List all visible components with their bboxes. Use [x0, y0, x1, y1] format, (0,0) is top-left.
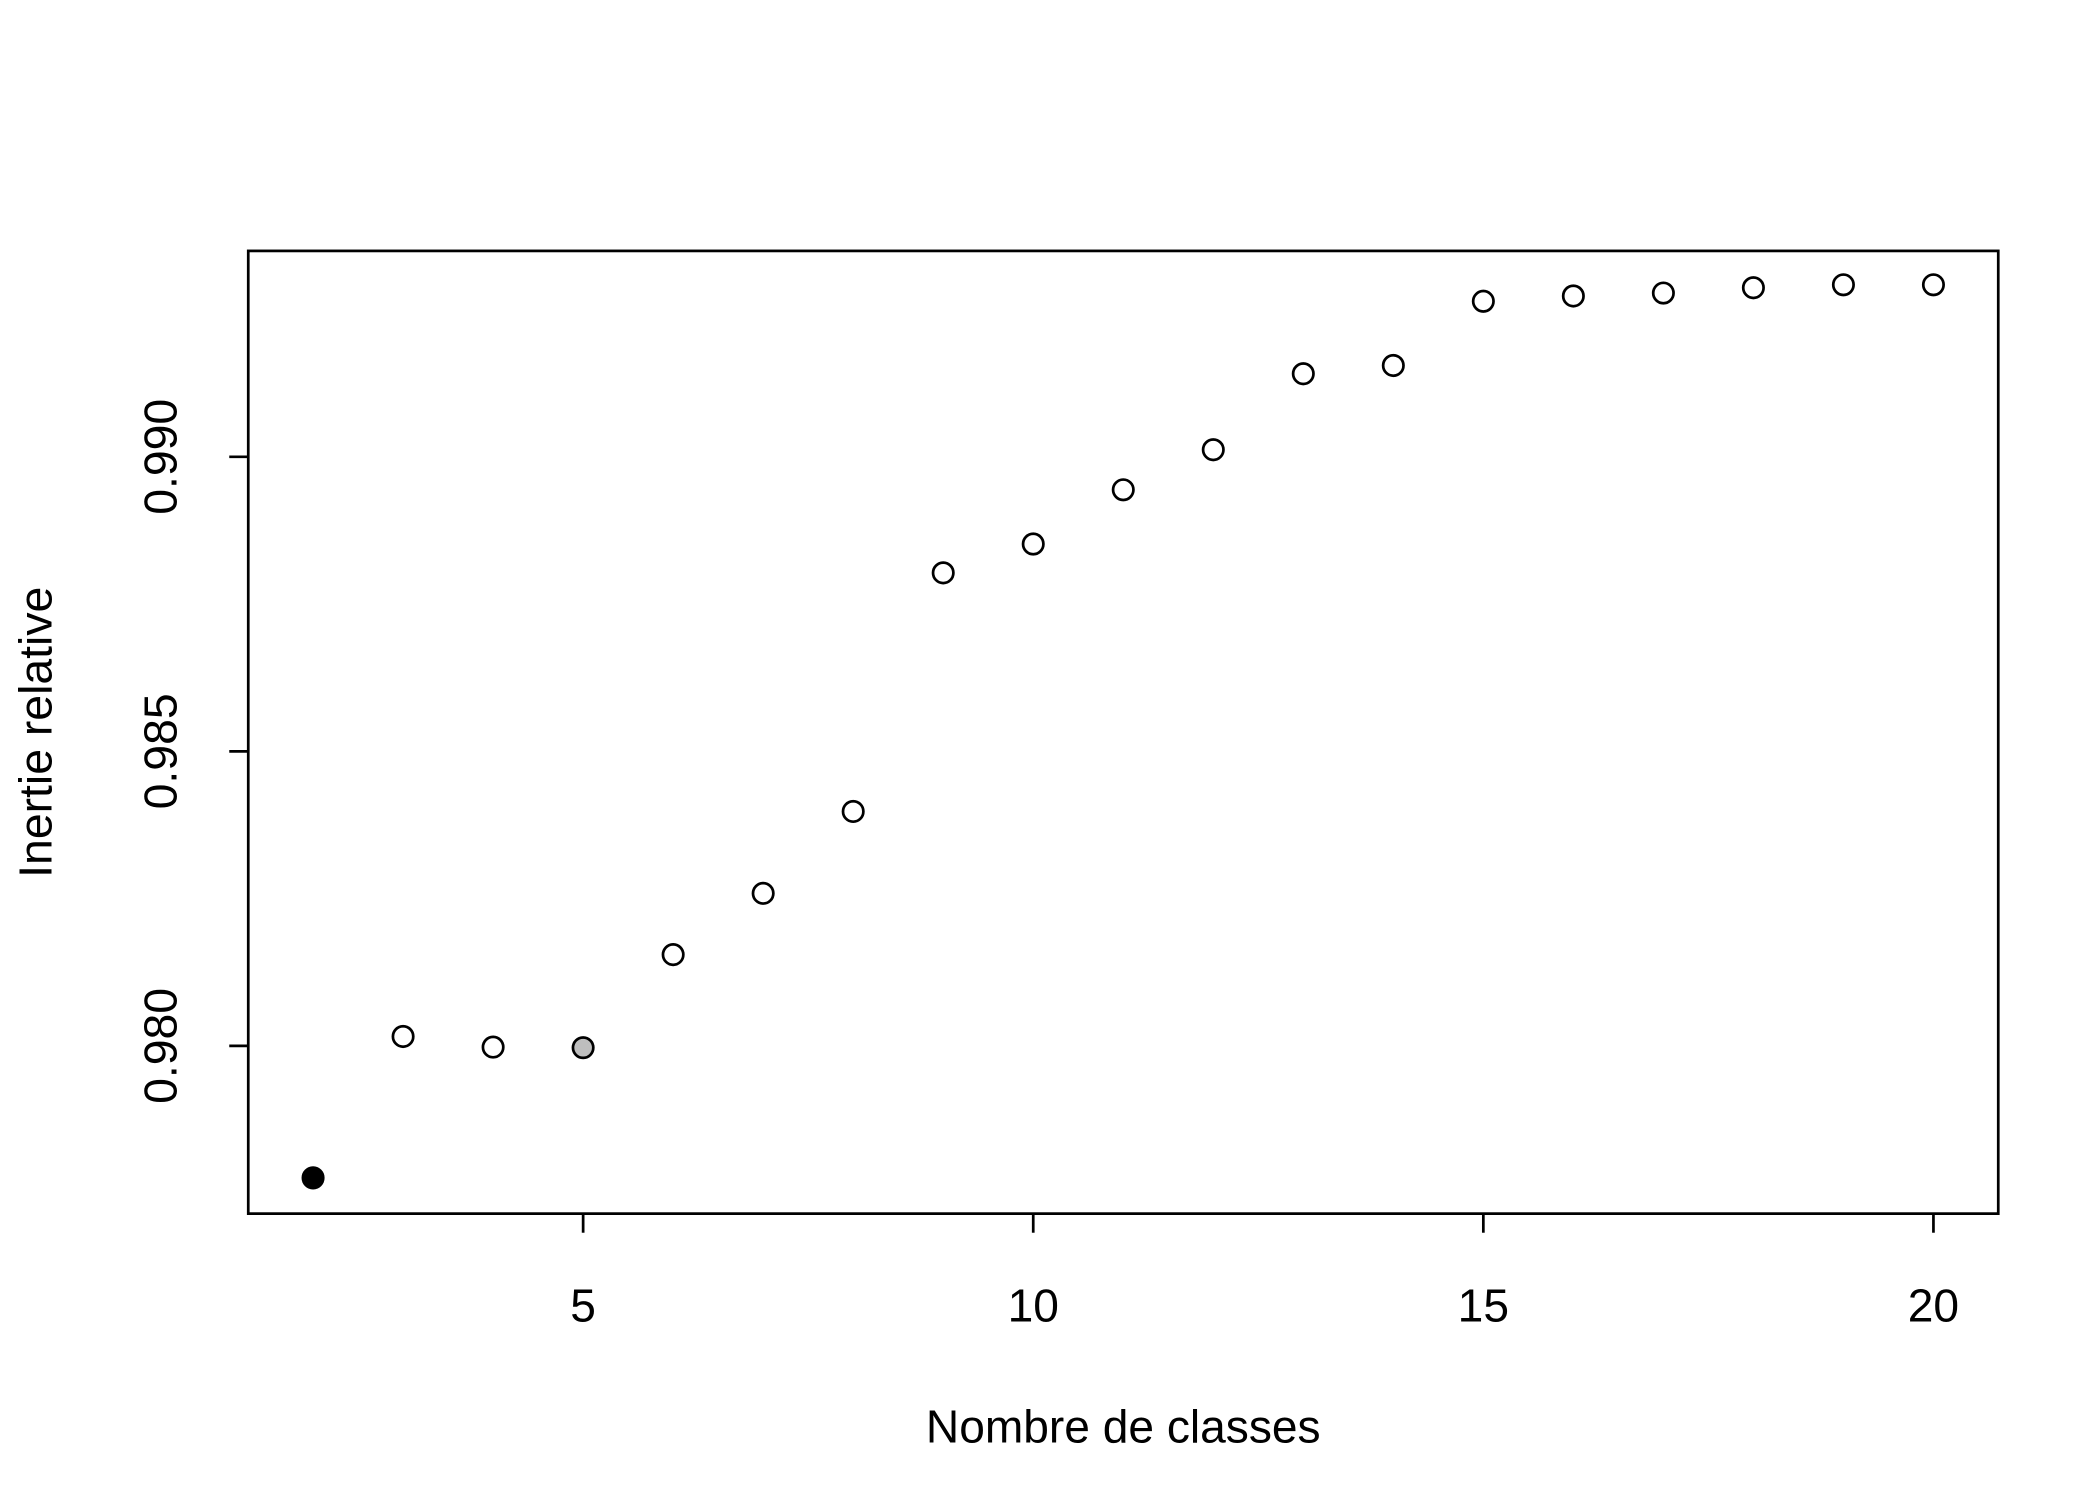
plot-frame — [246, 249, 2000, 1215]
y-tick-label: 0.990 — [134, 399, 186, 515]
point — [481, 1035, 505, 1059]
point — [1201, 438, 1225, 462]
x-tick-label: 15 — [1458, 1279, 1509, 1331]
point — [1831, 273, 1855, 297]
x-tick-label: 20 — [1908, 1279, 1959, 1331]
x-tick-label: 5 — [570, 1279, 596, 1331]
point — [931, 561, 955, 585]
x-tick-label: 10 — [1008, 1279, 1059, 1331]
point — [301, 1166, 325, 1190]
point — [1381, 353, 1405, 378]
point — [661, 943, 685, 967]
y-tick-label: 0.985 — [134, 693, 186, 809]
point — [1291, 362, 1315, 386]
point — [1921, 273, 1945, 297]
point — [1471, 289, 1495, 313]
y-axis-label: Inertie relative — [10, 587, 62, 878]
point — [391, 1024, 415, 1049]
point — [841, 799, 865, 824]
y-tick-label: 0.980 — [134, 988, 186, 1104]
point — [1741, 276, 1765, 300]
x-axis-label: Nombre de classes — [926, 1401, 1321, 1453]
point — [1561, 284, 1585, 308]
point — [1651, 281, 1675, 305]
point — [751, 881, 775, 905]
point — [1021, 532, 1045, 556]
point — [1111, 478, 1135, 502]
point — [571, 1036, 595, 1060]
